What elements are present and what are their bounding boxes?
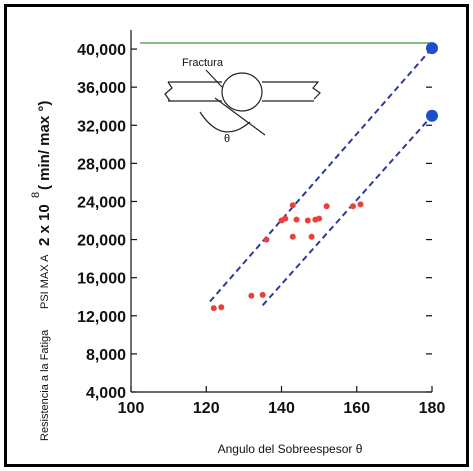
data-point xyxy=(263,236,270,243)
x-axis-title: Angulo del Sobreespesor θ xyxy=(218,442,363,456)
bound-endpoint xyxy=(426,42,438,55)
data-point xyxy=(282,215,289,222)
data-point xyxy=(259,291,266,298)
chart-frame xyxy=(4,4,469,467)
inset-lower-plate xyxy=(164,81,314,102)
data-point xyxy=(210,305,217,312)
y-tick-label: 20,000 xyxy=(77,233,126,250)
y-tick-label: 16,000 xyxy=(77,271,126,288)
y-tick-label: 8,000 xyxy=(86,347,126,364)
x-tick-label: 140 xyxy=(268,400,295,417)
bound-line xyxy=(209,47,433,303)
inset-fracture-label: Fractura xyxy=(182,57,224,69)
data-point xyxy=(218,304,225,311)
bound-line xyxy=(261,115,433,306)
x-tick-label: 120 xyxy=(193,400,220,417)
y-tick-label: 24,000 xyxy=(77,194,126,211)
data-point xyxy=(304,217,311,224)
data-point xyxy=(316,215,323,222)
data-point xyxy=(293,216,300,223)
y-tick-label: 32,000 xyxy=(77,118,126,135)
y-tick-label: 28,000 xyxy=(77,156,126,173)
points-layer xyxy=(210,201,364,312)
data-point xyxy=(289,202,296,209)
y-axis-title-lower: Resistencia a la Fatiga xyxy=(39,329,51,441)
data-point xyxy=(248,292,255,299)
inset-fracture-leader xyxy=(205,69,223,88)
y-tick-label: 12,000 xyxy=(77,309,126,326)
y-axis-title-main: 2 x 10 xyxy=(36,204,53,246)
y-axis-title-exponent: 8 xyxy=(30,192,42,198)
weld-joint-inset xyxy=(164,69,321,136)
data-point xyxy=(323,203,330,210)
data-point xyxy=(289,233,296,240)
y-tick-label: 4,000 xyxy=(86,385,126,402)
inset-theta-arc xyxy=(199,111,251,133)
bound-endpoint xyxy=(426,109,438,122)
bounds-layer xyxy=(209,47,433,306)
data-point xyxy=(357,201,364,208)
x-tick-label: 160 xyxy=(343,400,370,417)
endpoints-layer xyxy=(426,42,438,122)
inset-weld-bead xyxy=(221,72,263,112)
x-tick-label: 180 xyxy=(419,400,446,417)
inset-upper-plate xyxy=(168,81,321,100)
inset-toe-line xyxy=(214,97,266,136)
y-tick-label: 40,000 xyxy=(77,42,126,59)
y-axis-title-bracket: ( min/ max °) xyxy=(36,101,53,190)
ticks-layer: 4,000 8,000 12,000 16,000 20,000 24,000 28,000… xyxy=(77,42,445,417)
y-tick-label: 36,000 xyxy=(77,80,126,97)
y-axis-title-middle: PSI MAX A xyxy=(39,254,51,309)
data-point xyxy=(349,203,356,210)
x-tick-label: 100 xyxy=(118,400,145,417)
inset-theta-label: θ xyxy=(224,133,230,145)
data-point xyxy=(308,233,315,240)
